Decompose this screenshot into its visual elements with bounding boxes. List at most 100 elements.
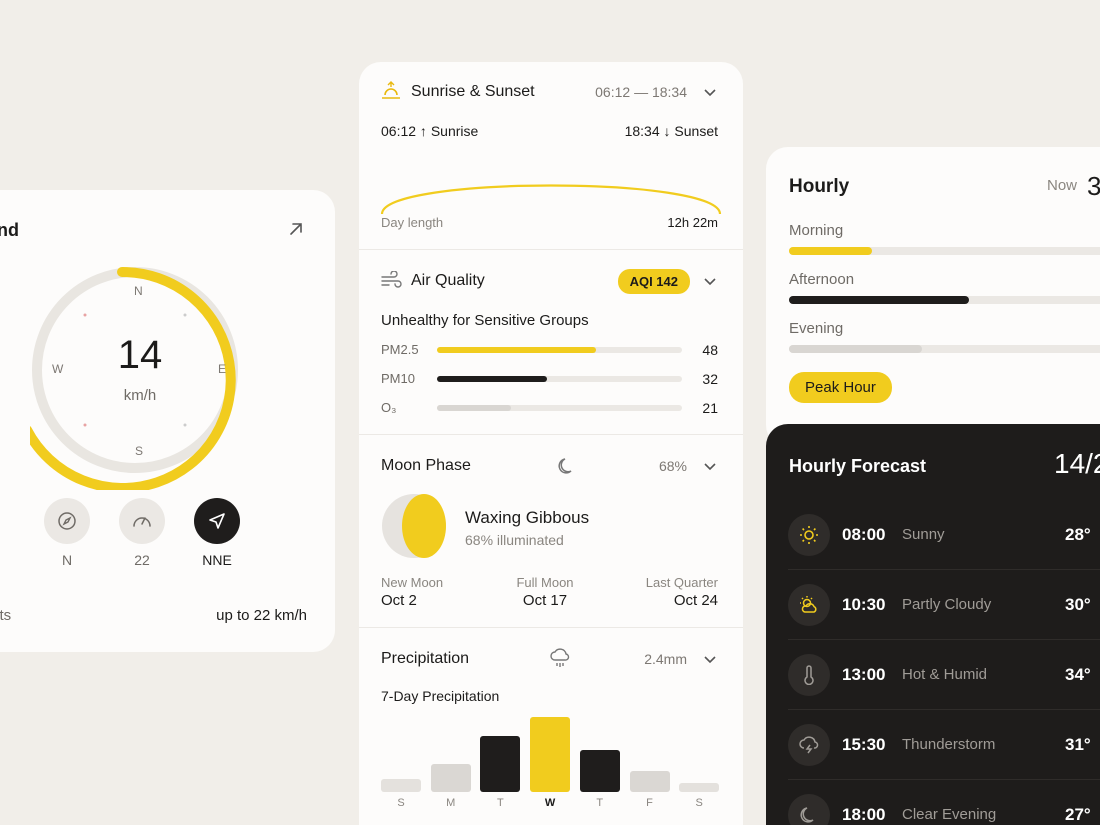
hourly-row-bar-fill xyxy=(789,345,923,353)
precip-bar xyxy=(679,783,720,792)
forecast-temp: 31° xyxy=(1065,735,1091,754)
compass-icon xyxy=(58,512,76,530)
hourly-row-label: Afternoon xyxy=(789,271,855,288)
thunderstorm-icon xyxy=(788,724,830,766)
hourly-row-label: Evening xyxy=(789,320,844,337)
chevron-down-icon[interactable] xyxy=(703,274,717,288)
aq-row-label: PM2.5 xyxy=(381,342,419,357)
aq-row-bar-fill xyxy=(437,347,597,353)
air-quality-status: Unhealthy for Sensitive Groups xyxy=(381,312,589,329)
hourly-row-bar-fill xyxy=(789,296,969,304)
hourly-row-bar xyxy=(789,296,1100,304)
aq-row-bar xyxy=(437,376,682,382)
dial-north: N xyxy=(134,284,143,298)
day-length-label: Day length xyxy=(381,215,444,230)
aq-row-value: 48 xyxy=(702,342,718,358)
precip-bar xyxy=(381,778,421,792)
wind-lines-icon xyxy=(381,271,402,288)
forecast-temp: 28° xyxy=(1065,525,1091,544)
chevron-down-icon[interactable] xyxy=(703,652,717,666)
precipitation-title: Precipitation xyxy=(381,650,470,667)
gusts-label: sts xyxy=(0,607,12,624)
full-moon-label: Full Moon xyxy=(516,575,574,590)
chevron-down-icon[interactable] xyxy=(703,459,717,473)
hourly-forecast-card: Hourly Forecast 14/2 08:00 Sunny 28° 10:… xyxy=(766,424,1100,825)
precip-day-label: T xyxy=(497,797,504,809)
hourly-row-bar xyxy=(789,247,1100,255)
aq-row-label: O₃ xyxy=(381,400,397,415)
new-moon-label: New Moon xyxy=(381,575,444,590)
precipitation-subtitle: 7-Day Precipitation xyxy=(381,688,500,704)
gusts-value: up to 22 km/h xyxy=(216,607,307,624)
forecast-row[interactable]: 10:30 Partly Cloudy 30° xyxy=(788,570,1100,640)
forecast-row[interactable]: 08:00 Sunny 28° xyxy=(788,500,1100,570)
rain-cloud-icon xyxy=(550,648,570,667)
forecast-desc: Thunderstorm xyxy=(902,736,996,753)
last-quarter-label: Last Quarter xyxy=(645,575,718,590)
forecast-temp: 30° xyxy=(1065,595,1091,614)
wind-unit: km/h xyxy=(123,387,157,404)
forecast-desc: Sunny xyxy=(902,526,945,543)
expand-arrow-icon[interactable] xyxy=(287,220,305,238)
sunset-time: 18:34 ↓ Sunset xyxy=(624,123,718,139)
sunrise-range: 06:12 — 18:34 xyxy=(595,84,687,100)
precip-bar xyxy=(430,763,471,792)
moon-percent: 68% xyxy=(658,458,687,474)
details-card: Sunrise & Sunset 06:12 — 18:34 06:12 ↑ S… xyxy=(359,62,743,825)
sunrise-title: Sunrise & Sunset xyxy=(411,83,535,100)
sun-icon xyxy=(788,514,830,556)
heading-label: NNE xyxy=(202,552,232,568)
forecast-time: 13:00 xyxy=(842,665,886,684)
peak-hour-chip[interactable]: Peak Hour xyxy=(789,372,892,403)
wind-speed: 14 xyxy=(117,333,163,377)
hourly-title: Hourly xyxy=(789,176,850,197)
wind-gust-arc xyxy=(30,266,236,490)
aq-row-value: 21 xyxy=(702,400,718,416)
hourly-card: Hourly Now 3 Morning Afternoon Evening Pea… xyxy=(766,147,1100,447)
forecast-row[interactable]: 13:00 Hot & Humid 34° xyxy=(788,640,1100,710)
forecast-time: 18:00 xyxy=(842,805,886,824)
direction-label: N xyxy=(61,552,73,568)
dial-east: E xyxy=(218,362,227,376)
precipitation-section: Precipitation 2.4mm 7-Day Precipitation … xyxy=(359,628,743,825)
forecast-desc: Partly Cloudy xyxy=(902,596,992,613)
forecast-row[interactable]: 18:00 Clear Evening 27° xyxy=(788,780,1100,825)
moon-section: Moon Phase 68% Waxing Gibbous 68% illumi… xyxy=(359,435,743,628)
forecast-time: 08:00 xyxy=(842,525,886,544)
aq-row-bar-fill xyxy=(437,405,511,411)
heading-button[interactable] xyxy=(194,498,240,544)
aq-row-label: PM10 xyxy=(381,371,415,386)
chevron-down-icon[interactable] xyxy=(703,85,717,99)
precip-day-label: F xyxy=(646,797,653,809)
gauge-label: 22 xyxy=(134,552,150,568)
gauge-button[interactable] xyxy=(119,498,165,544)
precip-day-label: W xyxy=(544,797,556,809)
wind-dial xyxy=(30,266,238,490)
precipitation-amount: 2.4mm xyxy=(644,651,687,667)
aq-row-value: 32 xyxy=(702,371,718,387)
direction-button[interactable] xyxy=(44,498,90,544)
day-length-value: 12h 22m xyxy=(667,215,718,230)
hourly-row-label: Morning xyxy=(789,222,844,239)
forecast-title: Hourly Forecast xyxy=(789,456,927,476)
forecast-temp: 34° xyxy=(1065,665,1091,684)
gauge-icon xyxy=(133,517,151,527)
precip-bar xyxy=(530,717,571,792)
moon-phase-name: Waxing Gibbous xyxy=(465,508,590,527)
forecast-time: 10:30 xyxy=(842,595,886,614)
precip-day-label: M xyxy=(446,797,456,809)
moon-illumination: 68% illuminated xyxy=(465,532,564,548)
moon-icon xyxy=(558,458,572,474)
precip-bar xyxy=(480,735,521,792)
wind-card: ind N E S W 14 km/h N 22 NNE sts up to 2… xyxy=(0,190,335,652)
forecast-desc: Hot & Humid xyxy=(902,666,988,683)
precip-bar xyxy=(579,750,620,792)
forecast-time: 15:30 xyxy=(842,735,886,754)
sunrise-section: Sunrise & Sunset 06:12 — 18:34 06:12 ↑ S… xyxy=(359,62,743,250)
forecast-row[interactable]: 15:30 Thunderstorm 31° xyxy=(788,710,1100,780)
precip-day-label: S xyxy=(695,797,703,809)
last-quarter-date: Oct 24 xyxy=(673,592,718,609)
aq-row-bar-fill xyxy=(437,376,548,382)
forecast-date: 14/2 xyxy=(1054,448,1100,479)
now-label: Now xyxy=(1047,177,1078,194)
